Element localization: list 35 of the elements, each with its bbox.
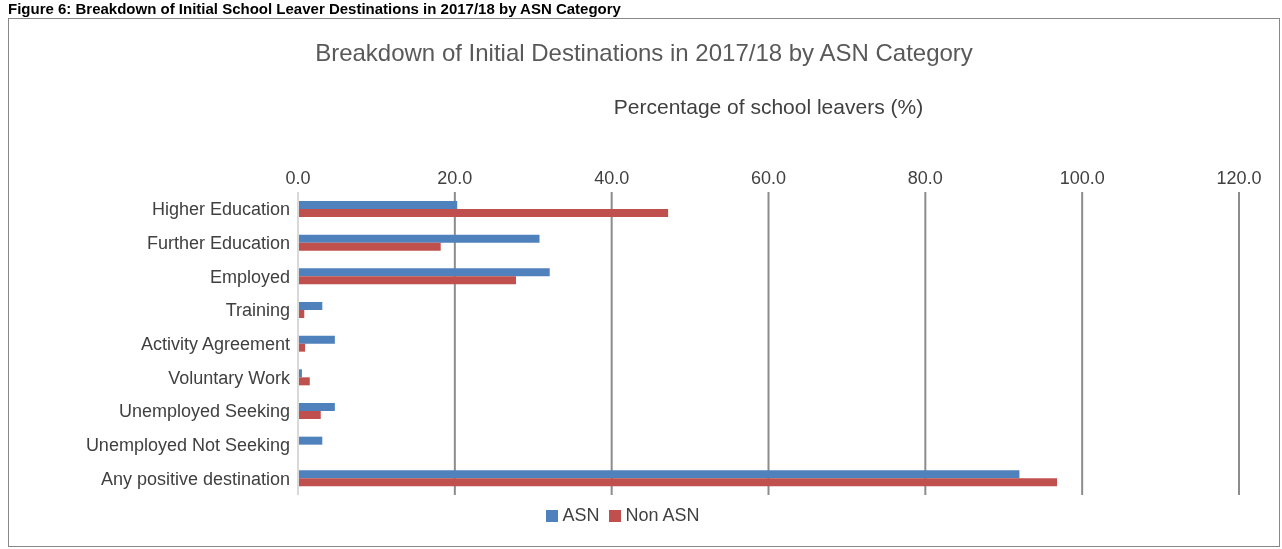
- x-tick-label: 40.0: [594, 168, 630, 188]
- y-tick-label: Further Education: [146, 232, 290, 253]
- y-tick-label: Training: [225, 300, 290, 321]
- bar: [298, 335, 335, 344]
- chart-title: Breakdown of Initial Destinations in 2017/18 by ASN Category: [314, 39, 974, 67]
- y-tick-label: Any positive destination: [100, 468, 290, 489]
- x-tick-label: 120.0: [1216, 168, 1262, 188]
- bar: [298, 302, 323, 310]
- y-tick-label: Employed: [209, 266, 290, 287]
- bar: [298, 478, 1058, 487]
- bar: [298, 411, 321, 419]
- bar: [298, 268, 550, 277]
- x-tick-label: 80.0: [907, 168, 943, 188]
- legend-label: ASN: [562, 505, 600, 525]
- bar: [298, 377, 310, 386]
- x-axis-title: Percentage of school leavers (%): [612, 95, 925, 119]
- x-tick-label: 0.0: [285, 168, 311, 188]
- x-tick-label: 60.0: [750, 168, 787, 188]
- x-tick-label: 100.0: [1059, 168, 1105, 188]
- bar: [298, 234, 540, 243]
- x-tick-label: 20.0: [437, 168, 473, 188]
- bar: [298, 242, 441, 251]
- bar: [298, 403, 335, 411]
- legend-label: Non ASN: [625, 505, 700, 525]
- y-tick-label: Voluntary Work: [168, 367, 291, 388]
- y-tick-label: Unemployed Seeking: [118, 401, 290, 422]
- y-tick-label: Unemployed Not Seeking: [85, 434, 290, 455]
- bar: [298, 470, 1020, 479]
- bar: [298, 276, 516, 285]
- bar: [298, 436, 323, 445]
- y-tick-label: Activity Agreement: [140, 333, 290, 354]
- bar: [298, 201, 458, 209]
- bar: [298, 209, 669, 217]
- y-tick-label: Higher Education: [151, 199, 290, 220]
- caption: Figure 6: Breakdown of Initial School Leaver Destinations in 2017/18 by ASN Category: [8, 0, 621, 17]
